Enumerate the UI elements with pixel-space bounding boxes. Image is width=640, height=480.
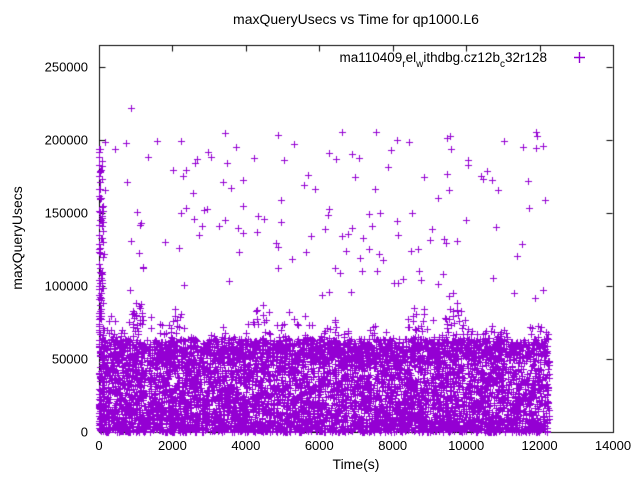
legend-series-label: ma110409relwithdbg.cz12bc32r128 (339, 49, 547, 70)
legend: ma110409relwithdbg.cz12bc32r128 (339, 48, 586, 70)
legend-label-text: ma110409 (339, 49, 403, 65)
y-tick-label: 50000 (51, 351, 88, 367)
x-tick-label: 0 (95, 438, 103, 453)
y-axis-label: maxQueryUsecs (9, 186, 25, 290)
x-tick-label: 10000 (448, 438, 485, 453)
x-tick-label: 8000 (378, 438, 408, 453)
y-tick-label: 100000 (44, 278, 88, 294)
x-axis-label: Time(s) (332, 456, 380, 472)
legend-label-subscript: c (499, 59, 505, 71)
x-tick-label: 4000 (231, 438, 261, 453)
legend-label-text: 32r128 (504, 49, 547, 65)
legend-label-text: el (405, 49, 417, 65)
legend-label-text: ithdbg.cz12b (423, 49, 500, 65)
legend-plus-marker-icon (574, 51, 585, 63)
y-tick-label: 200000 (44, 132, 88, 148)
x-tick-label: 12000 (521, 438, 558, 453)
chart-title: maxQueryUsecs vs Time for qp1000.L6 (233, 11, 479, 27)
y-tick-label: 150000 (44, 205, 88, 221)
legend-label-subscript: r (402, 59, 406, 71)
x-tick-label: 2000 (157, 438, 187, 453)
x-tick-label: 6000 (304, 438, 334, 453)
x-tick-label: 14000 (594, 438, 632, 453)
y-tick-label: 250000 (44, 59, 88, 75)
y-tick-label: 0 (80, 424, 88, 440)
legend-label-subscript: w (416, 59, 424, 71)
